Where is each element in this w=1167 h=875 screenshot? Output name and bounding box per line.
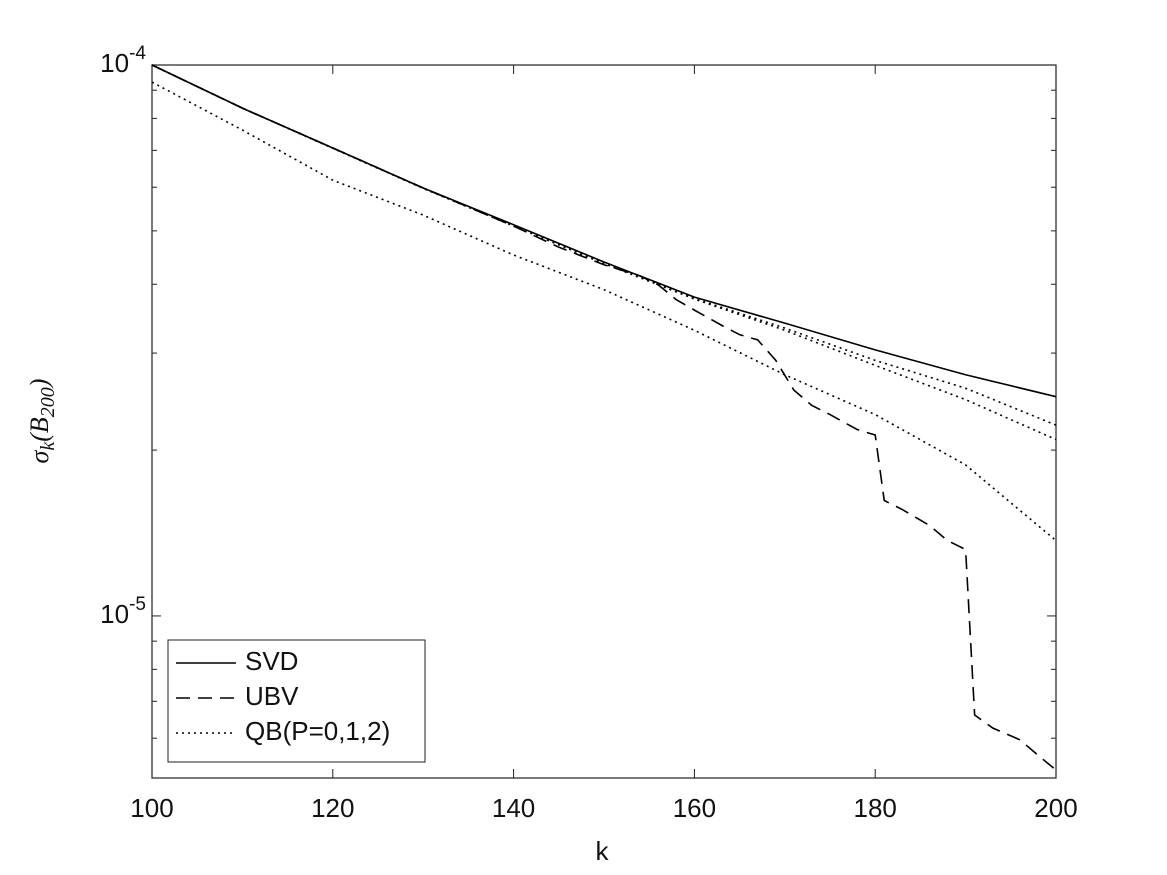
y-axis-label: σk(B200) (25, 379, 59, 464)
x-tick-label: 160 (673, 793, 716, 823)
legend-label: QB(P=0,1,2) (245, 716, 390, 746)
x-tick-label: 120 (311, 793, 354, 823)
y-tick-label: 10-5 (100, 594, 146, 629)
y-tick-label: 10-4 (100, 43, 146, 78)
x-tick-label: 180 (854, 793, 897, 823)
series-line (151, 64, 1057, 441)
legend: SVD UBV QB(P=0,1,2) (167, 639, 426, 763)
legend-box (167, 639, 426, 763)
legend-label: UBV (245, 681, 299, 711)
legend-label: SVD (245, 646, 298, 676)
series-line (151, 81, 1057, 542)
series-line (151, 64, 1057, 771)
x-tick-label: 100 (130, 793, 173, 823)
x-tick-label: 140 (492, 793, 535, 823)
x-tick-label: 200 (1034, 793, 1077, 823)
x-axis-label: k (596, 836, 610, 866)
